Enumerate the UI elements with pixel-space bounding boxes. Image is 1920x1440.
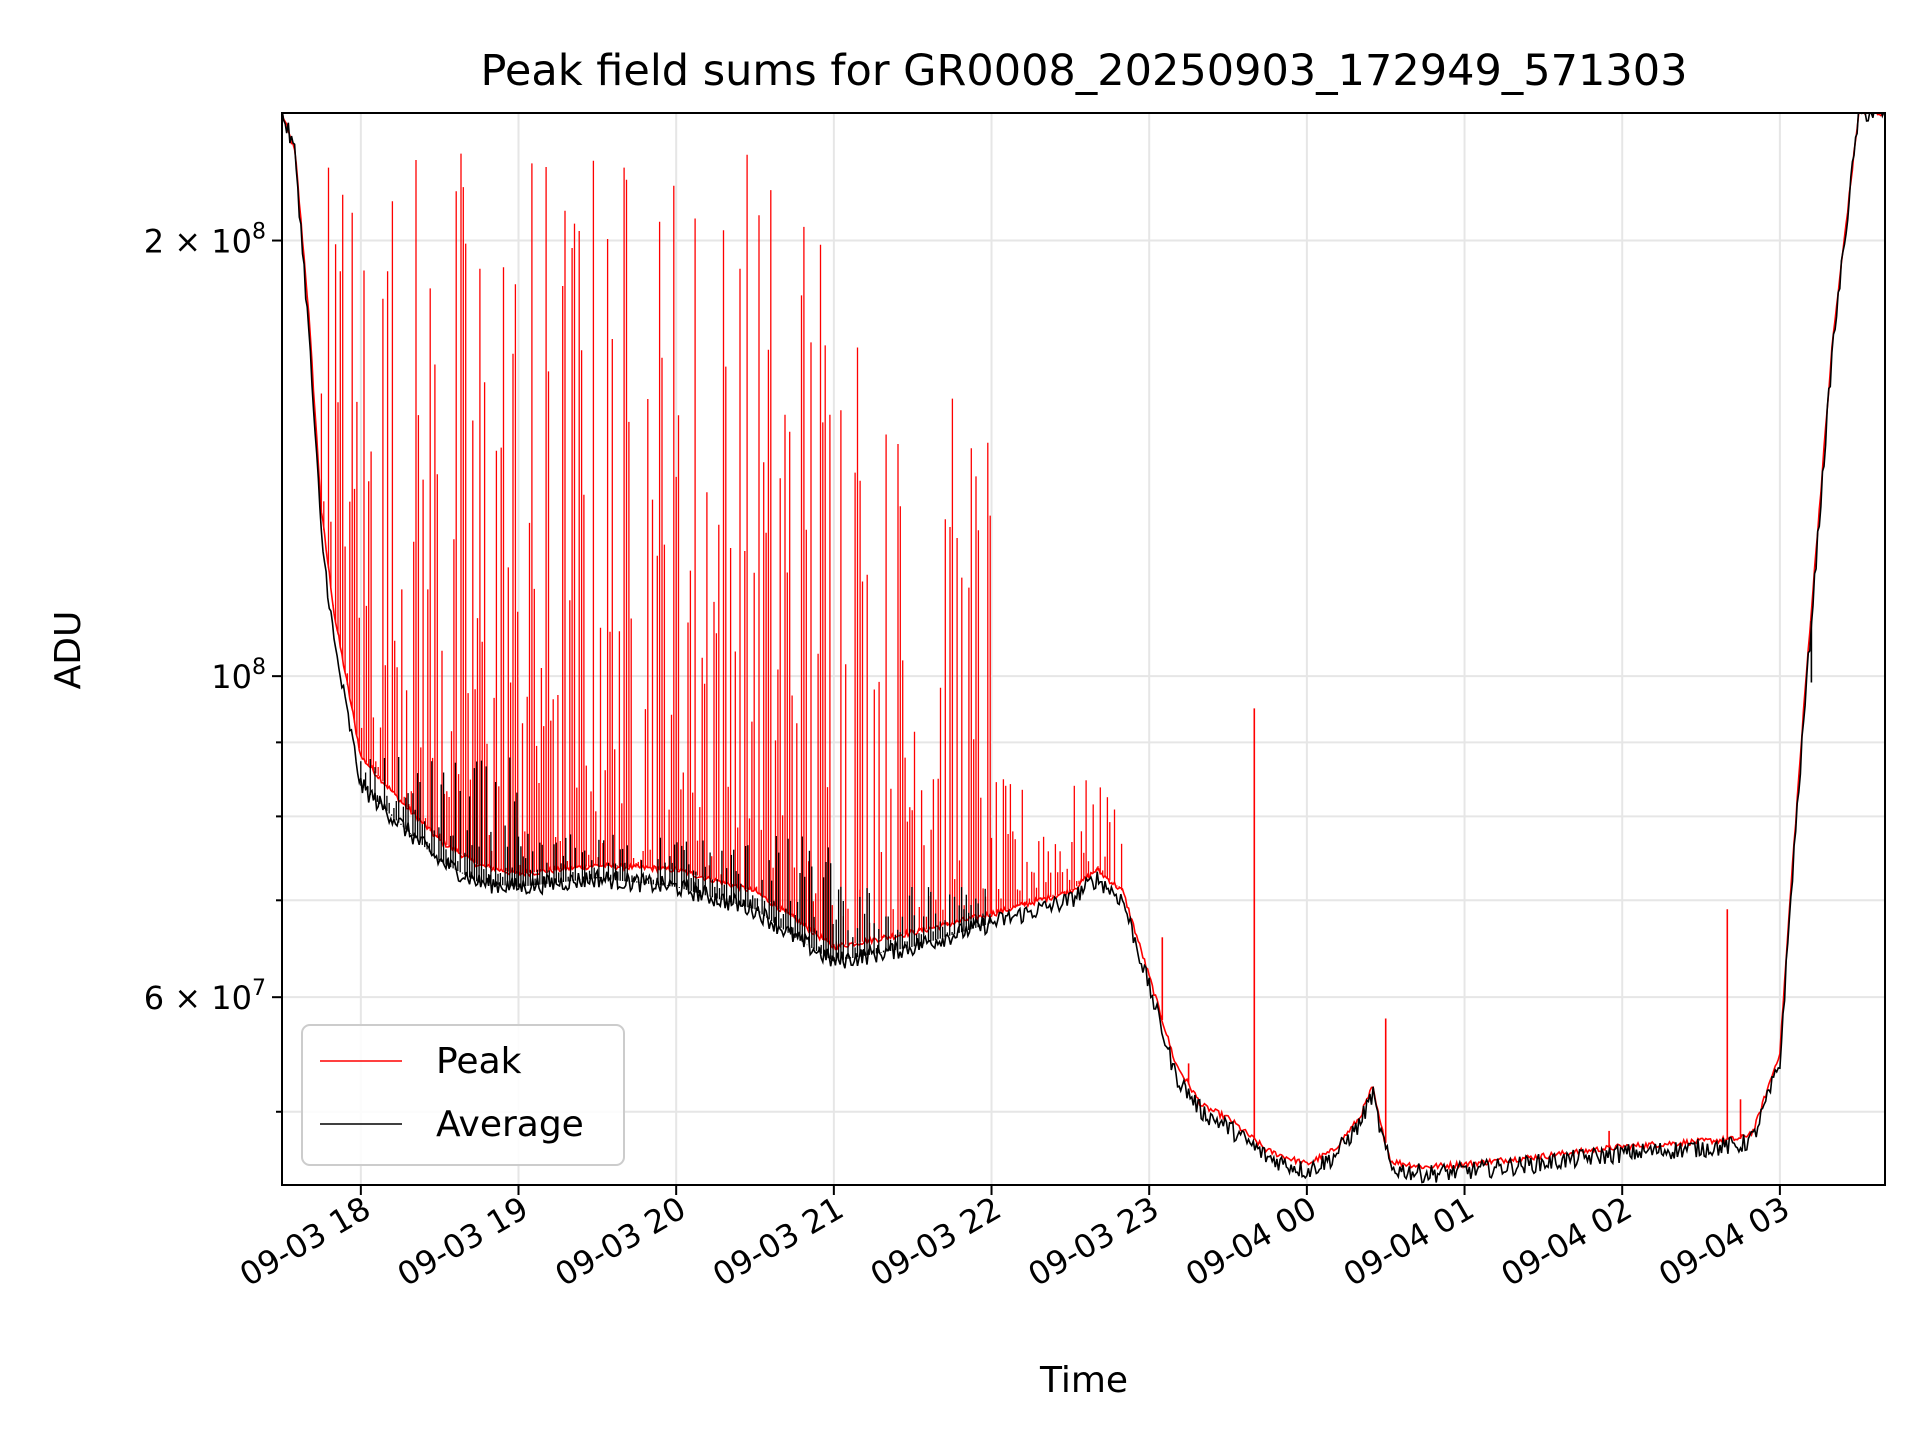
legend-average-label: Average [436, 1104, 584, 1145]
average-noise-series [360, 757, 991, 962]
average-series-line [282, 113, 1885, 1184]
y-axis-label: ADU [48, 611, 89, 690]
y-axis-ticks: 108 6 × 107 2 × 108 [144, 220, 282, 1113]
plot-area [282, 113, 1885, 1184]
legend-peak-label: Peak [436, 1041, 522, 1082]
plot-frame [281, 112, 1886, 1186]
y-tick-label: 6 × 107 [144, 976, 266, 1017]
y-tick-label: 2 × 108 [144, 220, 266, 261]
grid-lines [282, 113, 1885, 1185]
x-axis-label: Time [1039, 1360, 1128, 1401]
peak-spikes [1161, 708, 1742, 1149]
y-tick-label: 108 [211, 655, 266, 696]
peak-noise-series [320, 153, 1123, 947]
legend-box [301, 1024, 625, 1166]
legend: Peak Average [301, 1024, 625, 1166]
chart-title: Peak field sums for GR0008_20250903_1729… [481, 46, 1688, 96]
peak-series-line [282, 113, 1884, 1171]
